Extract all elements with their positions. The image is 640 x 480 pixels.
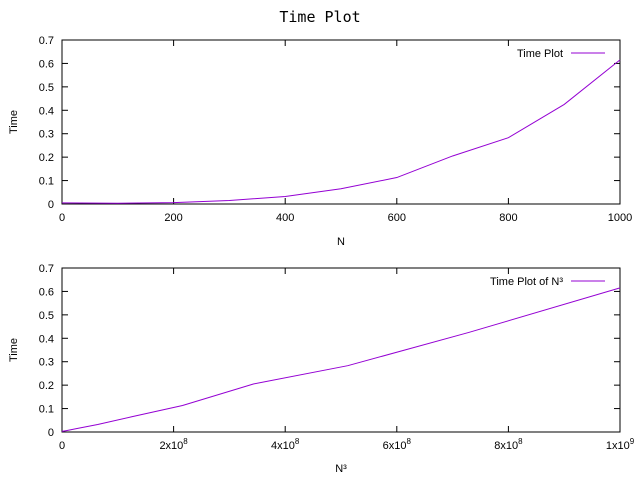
- bottom-y-tick-label: 0.2: [39, 380, 54, 392]
- bottom-series-line: [61, 287, 621, 432]
- top-series-line: [61, 59, 621, 204]
- top-y-tick-label: 0.2: [39, 152, 54, 164]
- top-y-tick-label: 0.4: [39, 105, 54, 117]
- bottom-y-tick-label: 0.7: [39, 263, 54, 275]
- bottom-y-tick-label: 0.4: [39, 333, 54, 345]
- bottom-x-tick-label: 0: [59, 440, 65, 452]
- top-x-tick-label: 600: [388, 212, 406, 224]
- top-x-tick-label: 200: [164, 212, 182, 224]
- bottom-legend-label: Time Plot of N³: [490, 276, 563, 288]
- top-x-tick-label: 800: [499, 212, 517, 224]
- bottom-x-tick-exponent: 8: [407, 437, 412, 446]
- bottom-y-tick-label: 0.5: [39, 310, 54, 322]
- bottom-y-tick-label: 0.1: [39, 404, 54, 416]
- top-axis-ticks: 0 200 400 600 800 1000 0 0.1 0.2 0.3 0.4 0.5 0.6 0.7: [39, 35, 633, 224]
- top-x-tick-label: 400: [276, 212, 294, 224]
- bottom-x-tick-label: 8x108: [494, 437, 523, 452]
- top-y-tick-label: 0.7: [39, 35, 54, 47]
- top-series-group: [61, 59, 621, 204]
- bottom-legend: Time Plot of N³: [490, 276, 605, 288]
- top-y-tick-label: 0.5: [39, 82, 54, 94]
- chart-title: Time Plot: [279, 8, 360, 26]
- top-plot-frame: [61, 39, 621, 205]
- top-y-axis-label: Time: [8, 110, 20, 134]
- bottom-y-tick-label: 0: [48, 427, 54, 439]
- bottom-x-tick-label: 1x109: [606, 437, 635, 452]
- bottom-panel: N³ Time 0 2x108 4x108 6x108 8x108 1x109 0 0.1 0.…: [8, 263, 635, 475]
- top-y-tick-label: 0.1: [39, 176, 54, 188]
- bottom-y-tick-label: 0.6: [39, 286, 54, 298]
- bottom-x-tick-label: 6x108: [383, 437, 412, 452]
- top-legend-label: Time Plot: [517, 48, 563, 60]
- bottom-series-group: [61, 287, 621, 432]
- top-x-tick-label: 0: [59, 212, 65, 224]
- bottom-axis-ticks: 0 2x108 4x108 6x108 8x108 1x109 0 0.1 0.2 0.3 0.4 0…: [39, 263, 635, 452]
- top-y-tick-label: 0.3: [39, 129, 54, 141]
- top-y-tick-label: 0: [48, 199, 54, 211]
- top-x-tick-label: 1000: [608, 212, 632, 224]
- bottom-x-tick-label: 4x108: [271, 437, 300, 452]
- bottom-y-axis-label: Time: [8, 338, 20, 362]
- top-x-axis-label: N: [337, 236, 345, 248]
- top-panel: N Time 0 200 400 600 800 1000 0 0.1 0.2 0.3 0.4 0.5…: [8, 35, 632, 248]
- bottom-x-axis-label: N³: [335, 463, 347, 475]
- bottom-x-tick-exponent: 8: [183, 437, 188, 446]
- bottom-plot-frame: [61, 267, 621, 433]
- bottom-x-tick-exponent: 8: [518, 437, 523, 446]
- bottom-y-tick-label: 0.3: [39, 357, 54, 369]
- bottom-x-tick-exponent: 8: [295, 437, 300, 446]
- top-legend: Time Plot: [517, 48, 605, 60]
- top-y-tick-label: 0.6: [39, 58, 54, 70]
- bottom-x-tick-exponent: 9: [630, 437, 635, 446]
- bottom-x-tick-label: 2x108: [159, 437, 188, 452]
